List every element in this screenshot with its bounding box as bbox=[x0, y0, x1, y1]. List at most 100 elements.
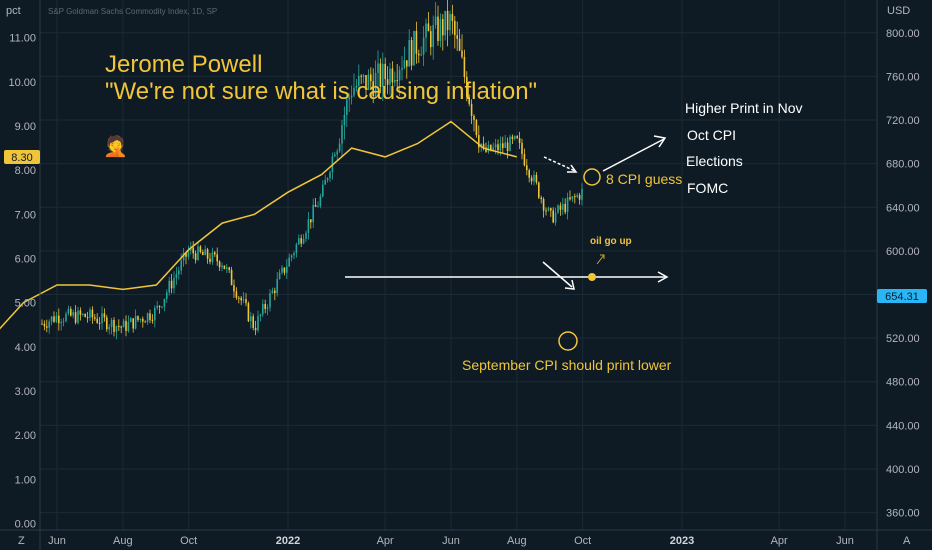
candle-body bbox=[122, 320, 125, 328]
candle-body bbox=[578, 195, 581, 200]
candle-body bbox=[173, 278, 175, 289]
candle-body bbox=[209, 258, 211, 262]
left-tick-label: 8.00 bbox=[15, 165, 36, 177]
candle-body bbox=[163, 298, 166, 307]
left-badge-text: 8.30 bbox=[11, 152, 32, 164]
candle-body bbox=[139, 318, 142, 320]
right-tick-label: 440.00 bbox=[886, 420, 920, 432]
candle-body bbox=[564, 203, 566, 213]
candle-body bbox=[132, 318, 134, 329]
candle-body bbox=[250, 316, 252, 322]
facepalm-icon: 🤦 bbox=[103, 134, 128, 158]
candle-body bbox=[401, 67, 403, 71]
candle-body bbox=[562, 203, 564, 210]
candle-body bbox=[463, 56, 466, 78]
left-current-value-badge: 8.30 bbox=[4, 150, 40, 164]
candle-body bbox=[53, 316, 55, 322]
x-tick-label: Apr bbox=[377, 535, 394, 547]
candle-body bbox=[374, 72, 377, 97]
candle-body bbox=[101, 313, 103, 324]
candle-body bbox=[247, 303, 250, 322]
cpi-line bbox=[0, 120, 517, 330]
candle-body bbox=[168, 280, 170, 293]
candle-body bbox=[41, 323, 43, 325]
candle-body bbox=[293, 252, 295, 256]
candle-body bbox=[398, 70, 401, 81]
candle-body bbox=[338, 143, 341, 152]
candle-body bbox=[444, 10, 446, 36]
candle-body bbox=[218, 261, 221, 268]
candle-body bbox=[60, 322, 62, 324]
candle-body bbox=[334, 154, 336, 157]
candle-body bbox=[386, 79, 389, 85]
candle-body bbox=[372, 81, 374, 97]
candle-body bbox=[175, 274, 178, 279]
candle-body bbox=[547, 208, 550, 211]
candle-body bbox=[350, 95, 353, 98]
candle-body bbox=[314, 204, 317, 207]
candle-body bbox=[540, 197, 542, 199]
candle-body bbox=[214, 252, 216, 255]
candle-body bbox=[437, 16, 439, 41]
down-arrowhead bbox=[564, 279, 575, 290]
candle-body bbox=[259, 314, 262, 317]
candle-body bbox=[118, 326, 120, 328]
candle-body bbox=[425, 23, 427, 38]
candle-body bbox=[194, 253, 197, 260]
candle-body bbox=[74, 312, 77, 323]
candle-body bbox=[545, 210, 547, 212]
candle-body bbox=[542, 198, 545, 211]
right-tick-label: 720.00 bbox=[886, 115, 920, 127]
left-tick-label: 1.00 bbox=[15, 474, 36, 486]
candle-body bbox=[482, 143, 485, 148]
candle-body bbox=[434, 16, 437, 26]
candle-body bbox=[360, 75, 362, 77]
left-unit-label: pct bbox=[6, 5, 21, 17]
candle-body bbox=[329, 172, 331, 179]
x-tick-label: Apr bbox=[771, 535, 788, 547]
candle-body bbox=[211, 252, 214, 262]
candle-body bbox=[55, 315, 58, 322]
candle-body bbox=[252, 316, 254, 328]
candle-body bbox=[305, 232, 307, 239]
candle-body bbox=[127, 322, 130, 331]
candle-body bbox=[290, 255, 293, 258]
auto-scale-button[interactable]: A bbox=[903, 535, 911, 547]
candle-body bbox=[257, 316, 259, 331]
candle-body bbox=[187, 250, 190, 257]
candle-body bbox=[106, 317, 108, 330]
candle-body bbox=[365, 75, 367, 90]
higher-print-arrow bbox=[602, 138, 665, 172]
candle-body bbox=[506, 142, 509, 152]
candle-body bbox=[377, 63, 379, 73]
candle-body bbox=[319, 196, 322, 207]
candle-body bbox=[509, 136, 511, 152]
candle-body bbox=[170, 280, 173, 289]
candle-body bbox=[394, 80, 396, 83]
candle-body bbox=[391, 68, 394, 83]
candle-body bbox=[353, 87, 355, 96]
candle-body bbox=[566, 197, 569, 213]
right-unit-label: USD bbox=[887, 5, 910, 17]
candle-body bbox=[103, 313, 106, 318]
left-badge-bg bbox=[4, 150, 40, 164]
candle-body bbox=[281, 267, 283, 273]
candle-body bbox=[451, 14, 454, 21]
candle-body bbox=[300, 238, 302, 244]
candle-body bbox=[403, 60, 406, 68]
timezone-button[interactable]: Z bbox=[18, 535, 25, 547]
annotation-cpi-guess: 8 CPI guess bbox=[606, 171, 682, 187]
candle-body bbox=[70, 308, 72, 316]
candle-body bbox=[362, 75, 365, 77]
candle-body bbox=[442, 19, 444, 36]
right-current-value-badge: 654.31 bbox=[877, 289, 927, 303]
candle-body bbox=[518, 138, 521, 143]
candle-body bbox=[96, 318, 98, 323]
candle-body bbox=[406, 60, 408, 67]
candle-body bbox=[355, 85, 358, 88]
candle-body bbox=[389, 68, 391, 85]
candle-body bbox=[84, 313, 86, 318]
candle-body bbox=[490, 144, 492, 151]
candle-body bbox=[91, 309, 94, 318]
candle-body bbox=[62, 321, 65, 323]
